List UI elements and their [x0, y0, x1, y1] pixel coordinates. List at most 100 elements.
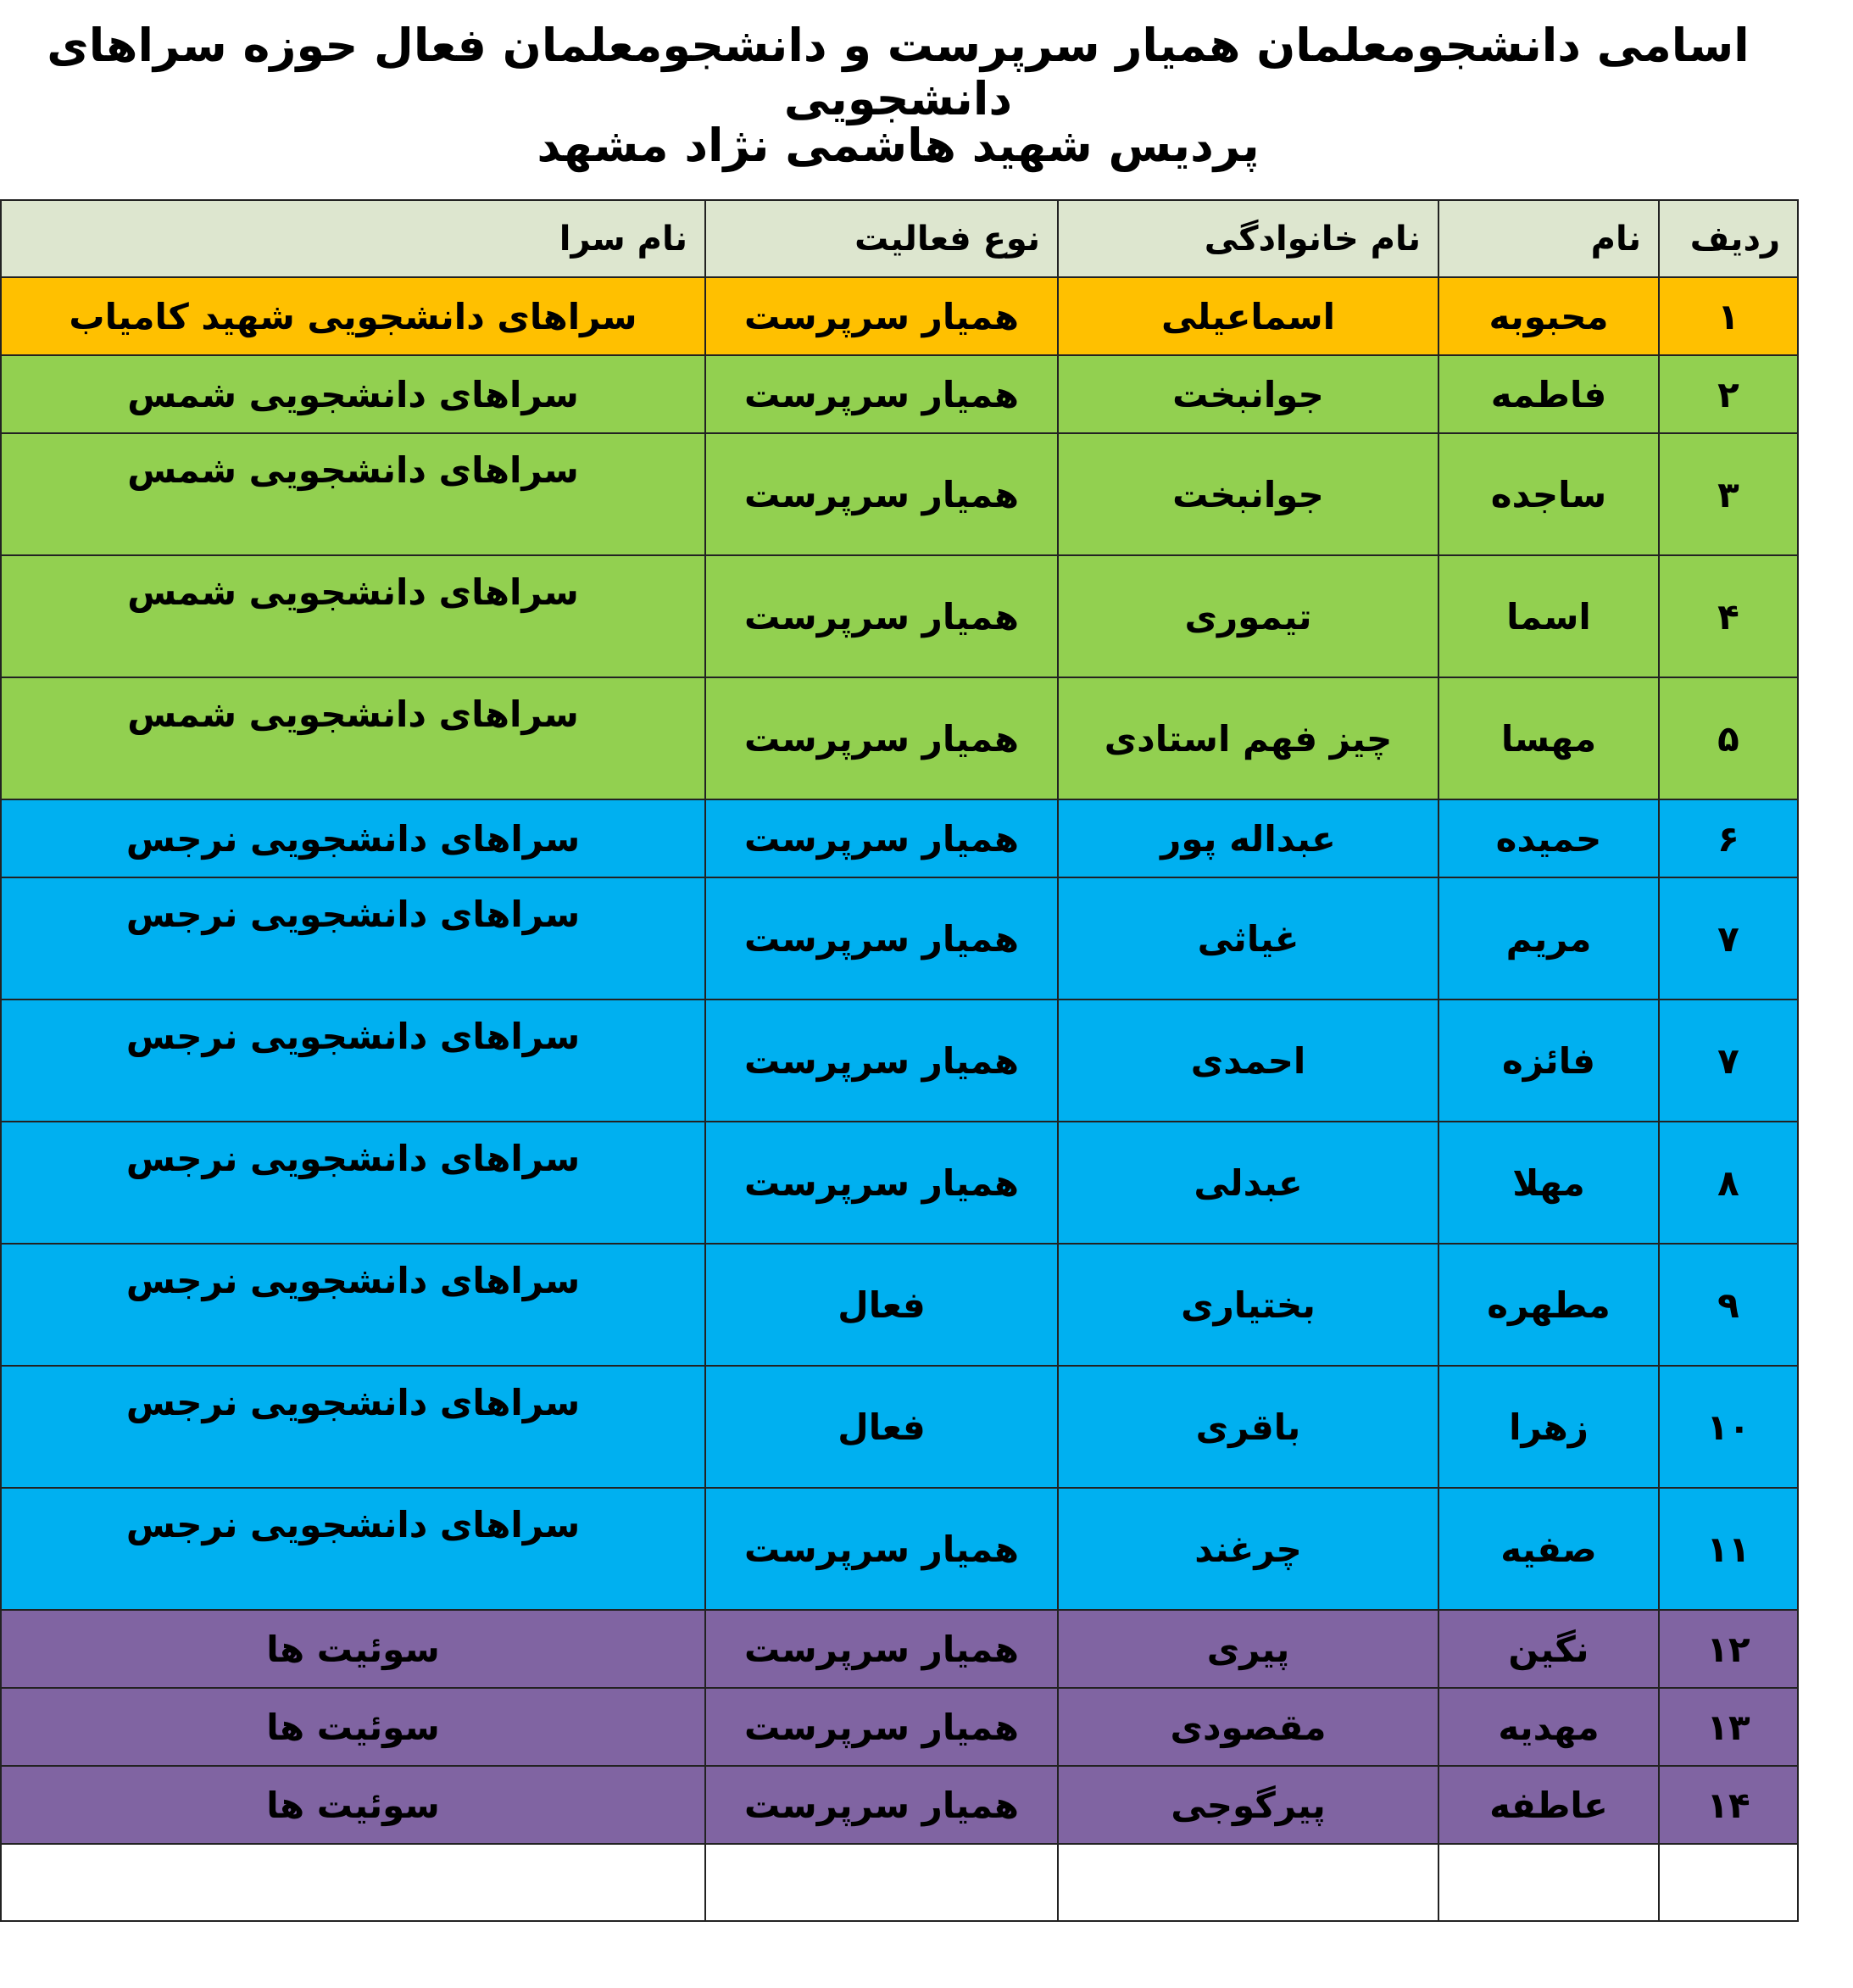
cell-row-number: ۱۴ [1658, 1765, 1799, 1845]
empty-cell [704, 1843, 1059, 1922]
cell-first-name: نگین [1438, 1609, 1660, 1689]
table-row: ۸ مهلا عبدلی همیار سرپرست سراهای دانشجویی نر… [0, 1121, 1799, 1245]
cell-dorm-name: سراهای دانشجویی شمس [0, 354, 706, 434]
cell-row-number: ۷ [1658, 999, 1799, 1122]
cell-row-number: ۱ [1658, 276, 1799, 356]
empty-cell [1658, 1843, 1799, 1922]
students-table: ردیف نام نام خانوادگی نوع فعالیت نام سرا… [0, 199, 1799, 1922]
cell-row-number: ۱۱ [1658, 1487, 1799, 1611]
cell-activity-type: همیار سرپرست [704, 677, 1059, 800]
cell-first-name: ساجده [1438, 432, 1660, 556]
cell-activity-type: فعال [704, 1365, 1059, 1489]
cell-last-name: عبدلی [1057, 1121, 1439, 1245]
cell-row-number: ۱۲ [1658, 1609, 1799, 1689]
table-row: ۷ فائزه احمدی همیار سرپرست سراهای دانشجویی ن… [0, 999, 1799, 1122]
table-row: ۵ مهسا چیز فهم استادی همیار سرپرست سراهای دا… [0, 677, 1799, 800]
cell-activity-type: همیار سرپرست [704, 276, 1059, 356]
cell-first-name: مریم [1438, 877, 1660, 1000]
cell-activity-type: همیار سرپرست [704, 432, 1059, 556]
cell-last-name: عبداله پور [1057, 799, 1439, 878]
cell-row-number: ۸ [1658, 1121, 1799, 1245]
header-activity-type: نوع فعالیت [704, 199, 1059, 278]
table-row: ۱۰ زهرا باقری فعال سراهای دانشجویی نرجس [0, 1365, 1799, 1489]
cell-last-name: پیرگوجی [1057, 1765, 1439, 1845]
cell-activity-type: همیار سرپرست [704, 999, 1059, 1122]
table-row: ۴ اسما تیموری همیار سرپرست سراهای دانشجویی ش… [0, 554, 1799, 678]
cell-activity-type: همیار سرپرست [704, 1487, 1059, 1611]
cell-activity-type: همیار سرپرست [704, 1765, 1059, 1845]
cell-dorm-name: سوئیت ها [0, 1609, 706, 1689]
cell-activity-type: همیار سرپرست [704, 877, 1059, 1000]
cell-dorm-name: سراهای دانشجویی نرجس [0, 1243, 706, 1367]
cell-row-number: ۳ [1658, 432, 1799, 556]
header-dorm-name: نام سرا [0, 199, 706, 278]
table-row: ۹ مطهره بختیاری فعال سراهای دانشجویی نرجس [0, 1243, 1799, 1367]
cell-dorm-name: سراهای دانشجویی نرجس [0, 999, 706, 1122]
cell-last-name: جوانبخت [1057, 354, 1439, 434]
header-first-name: نام [1438, 199, 1660, 278]
table-row: ۱۳ مهدیه مقصودی همیار سرپرست سوئیت ها [0, 1687, 1799, 1767]
cell-first-name: صفیه [1438, 1487, 1660, 1611]
empty-cell [0, 1843, 706, 1922]
table-row: ۱۱ صفیه چرغند همیار سرپرست سراهای دانشجویی ن… [0, 1487, 1799, 1611]
cell-last-name: اسماعیلی [1057, 276, 1439, 356]
cell-row-number: ۱۳ [1658, 1687, 1799, 1767]
cell-activity-type: فعال [704, 1243, 1059, 1367]
cell-dorm-name: سراهای دانشجویی نرجس [0, 1487, 706, 1611]
cell-activity-type: همیار سرپرست [704, 799, 1059, 878]
cell-last-name: احمدی [1057, 999, 1439, 1122]
empty-cell [1057, 1843, 1439, 1922]
page-subtitle: پردیس شهید هاشمی نژاد مشهد [537, 119, 1260, 172]
cell-row-number: ۵ [1658, 677, 1799, 800]
cell-dorm-name: سوئیت ها [0, 1765, 706, 1845]
cell-activity-type: همیار سرپرست [704, 354, 1059, 434]
table-row: ۳ ساجده جوانبخت همیار سرپرست سراهای دانشجویی… [0, 432, 1799, 556]
cell-dorm-name: سراهای دانشجویی شمس [0, 677, 706, 800]
cell-dorm-name: سراهای دانشجویی نرجس [0, 1365, 706, 1489]
cell-last-name: تیموری [1057, 554, 1439, 678]
cell-last-name: مقصودی [1057, 1687, 1439, 1767]
cell-activity-type: همیار سرپرست [704, 554, 1059, 678]
cell-row-number: ۲ [1658, 354, 1799, 434]
empty-row [0, 1843, 1799, 1922]
page-title: اسامی دانشجومعلمان همیار سرپرست و دانشجو… [47, 19, 1750, 125]
cell-first-name: مهسا [1438, 677, 1660, 800]
cell-dorm-name: سوئیت ها [0, 1687, 706, 1767]
cell-last-name: بختیاری [1057, 1243, 1439, 1367]
cell-row-number: ۴ [1658, 554, 1799, 678]
cell-first-name: محبوبه [1438, 276, 1660, 356]
cell-first-name: فاطمه [1438, 354, 1660, 434]
table-row: ۱۴ عاطفه پیرگوجی همیار سرپرست سوئیت ها [0, 1765, 1799, 1845]
cell-activity-type: همیار سرپرست [704, 1609, 1059, 1689]
cell-first-name: اسما [1438, 554, 1660, 678]
cell-activity-type: همیار سرپرست [704, 1121, 1059, 1245]
cell-row-number: ۶ [1658, 799, 1799, 878]
table-row: ۷ مریم غیاثی همیار سرپرست سراهای دانشجویی نر… [0, 877, 1799, 1000]
cell-last-name: غیاثی [1057, 877, 1439, 1000]
cell-first-name: عاطفه [1438, 1765, 1660, 1845]
cell-dorm-name: سراهای دانشجویی نرجس [0, 877, 706, 1000]
header-row-number: ردیف [1658, 199, 1799, 278]
empty-cell [1438, 1843, 1660, 1922]
cell-row-number: ۹ [1658, 1243, 1799, 1367]
cell-first-name: مهدیه [1438, 1687, 1660, 1767]
cell-row-number: ۷ [1658, 877, 1799, 1000]
table-row: ۶ حمیده عبداله پور همیار سرپرست سراهای دانشج… [0, 799, 1799, 878]
cell-last-name: باقری [1057, 1365, 1439, 1489]
cell-first-name: فائزه [1438, 999, 1660, 1122]
cell-first-name: زهرا [1438, 1365, 1660, 1489]
cell-dorm-name: سراهای دانشجویی نرجس [0, 1121, 706, 1245]
cell-first-name: حمیده [1438, 799, 1660, 878]
cell-last-name: پیری [1057, 1609, 1439, 1689]
table-row: ۲ فاطمه جوانبخت همیار سرپرست سراهای دانشجویی… [0, 354, 1799, 434]
cell-last-name: چیز فهم استادی [1057, 677, 1439, 800]
table-header: ردیف نام نام خانوادگی نوع فعالیت نام سرا [0, 199, 1799, 278]
cell-last-name: چرغند [1057, 1487, 1439, 1611]
cell-dorm-name: سراهای دانشجویی شهید کامیاب [0, 276, 706, 356]
cell-first-name: مهلا [1438, 1121, 1660, 1245]
cell-last-name: جوانبخت [1057, 432, 1439, 556]
cell-dorm-name: سراهای دانشجویی نرجس [0, 799, 706, 878]
cell-row-number: ۱۰ [1658, 1365, 1799, 1489]
cell-activity-type: همیار سرپرست [704, 1687, 1059, 1767]
table-row: ۱ محبوبه اسماعیلی همیار سرپرست سراهای دانشجو… [0, 276, 1799, 356]
